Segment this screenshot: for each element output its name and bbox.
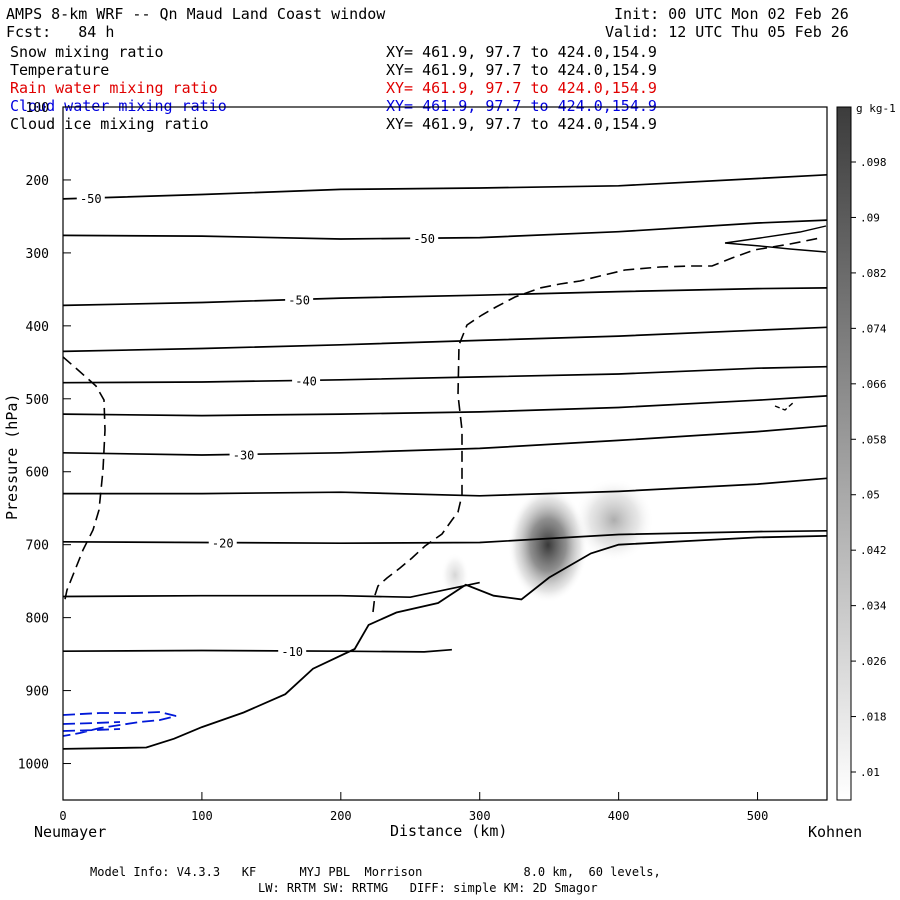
isotherm-line — [63, 395, 827, 417]
colorbar-unit: g kg-1 — [856, 102, 896, 115]
x-tick-label: 100 — [191, 809, 213, 823]
colorbar-tick-label: .082 — [860, 267, 887, 280]
isotherm-line — [63, 648, 452, 653]
colorbar-tick-label: .05 — [860, 489, 880, 502]
isotherm-label-bg — [278, 642, 307, 657]
isotherm-label: -40 — [295, 374, 317, 388]
snow-shading-east — [574, 478, 654, 562]
isotherm-label-bg — [208, 534, 237, 549]
colorbar-tick-label: .01 — [860, 766, 880, 779]
y-tick-label: 400 — [26, 320, 49, 335]
cloud-ice-contour-west — [63, 356, 106, 605]
colorbar-tick-label: .074 — [860, 322, 887, 335]
isotherm-label: -10 — [281, 645, 303, 659]
valid-time: Valid: 12 UTC Thu 05 Feb 26 — [605, 23, 849, 41]
colorbar-tick-label: .066 — [860, 378, 887, 391]
xy-rain: XY= 461.9, 97.7 to 424.0,154.9 — [386, 79, 657, 97]
y-axis-label: Pressure (hPa) — [3, 393, 21, 520]
isotherm-line — [63, 477, 827, 497]
x-tick-label: 0 — [59, 809, 66, 823]
y-tick-label: 700 — [26, 539, 49, 554]
forecast-hour: Fcst: 84 h — [6, 23, 115, 41]
colorbar — [836, 106, 852, 801]
init-time: Init: 00 UTC Mon 02 Feb 26 — [614, 5, 849, 23]
colorbar-tick-label: .09 — [860, 211, 880, 224]
cloud-ice-small — [724, 225, 827, 253]
y-tick-label: 200 — [26, 174, 49, 189]
isotherm-label-bg — [292, 372, 321, 387]
field-cloud-water: Cloud water mixing ratio — [10, 97, 227, 115]
colorbar-tick-label: .026 — [860, 655, 887, 668]
model-physics: LW: RRTM SW: RRTMG DIFF: simple KM: 2D S… — [258, 881, 598, 895]
isotherm-label: -20 — [212, 537, 234, 551]
isotherm-line — [63, 173, 827, 200]
field-rain: Rain water mixing ratio — [10, 79, 218, 97]
isotherm-label-bg — [285, 291, 314, 306]
xy-temperature: XY= 461.9, 97.7 to 424.0,154.9 — [386, 61, 657, 79]
x-tick-label: 200 — [330, 809, 352, 823]
field-cloud-ice: Cloud ice mixing ratio — [10, 115, 209, 133]
colorbar-tick-label: .058 — [860, 433, 887, 446]
model-info: Model Info: V4.3.3 KF MYJ PBL Morrison 8… — [90, 865, 661, 879]
isotherm-label-bg — [410, 230, 439, 245]
x-tick-label: 300 — [469, 809, 491, 823]
xy-cloud-ice: XY= 461.9, 97.7 to 424.0,154.9 — [386, 115, 657, 133]
isotherm-label: -30 — [233, 448, 255, 462]
isotherm-label: -50 — [288, 293, 310, 307]
isotherm-line — [63, 326, 827, 353]
cloud-ice-contour-main — [372, 237, 821, 613]
xy-cloud-water: XY= 461.9, 97.7 to 424.0,154.9 — [386, 97, 657, 115]
colorbar-tick-label: .042 — [860, 544, 887, 557]
isotherm-label: -50 — [413, 232, 435, 246]
isotherm-label: -50 — [80, 192, 102, 206]
x-tick-label: 400 — [608, 809, 630, 823]
field-temperature: Temperature — [10, 61, 110, 79]
isotherm-line — [63, 365, 827, 384]
y-tick-label: 500 — [26, 393, 49, 408]
snow-shading-core — [508, 487, 588, 603]
y-tick-label: 1000 — [18, 758, 49, 773]
colorbar-tick-label: .098 — [860, 156, 887, 169]
cloud-ice-dot — [774, 401, 795, 411]
isotherm-label-bg — [229, 446, 258, 461]
x-axis-label: Distance (km) — [390, 822, 508, 840]
chart-title: AMPS 8-km WRF -- Qn Maud Land Coast wind… — [6, 5, 386, 23]
isotherm-line — [63, 424, 827, 456]
isotherm-label-bg — [76, 190, 105, 205]
x-tick-label: 500 — [747, 809, 769, 823]
isotherm-line — [63, 529, 827, 545]
isotherm-line — [63, 581, 480, 599]
field-snow: Snow mixing ratio — [10, 43, 164, 61]
y-tick-label: 100 — [26, 101, 49, 116]
colorbar-tick-label: .018 — [860, 711, 887, 724]
terrain-surface — [63, 535, 827, 750]
y-tick-label: 600 — [26, 466, 49, 481]
plot-frame — [62, 106, 828, 801]
isotherm-line — [63, 219, 827, 240]
y-tick-label: 300 — [26, 247, 49, 262]
y-tick-label: 800 — [26, 612, 49, 627]
colorbar-tick-label: .034 — [860, 600, 887, 613]
left-endpoint: Neumayer — [34, 823, 107, 841]
isotherm-line — [63, 287, 827, 307]
cloud-water-contour — [63, 711, 177, 737]
right-endpoint: Kohnen — [808, 823, 863, 841]
xy-snow: XY= 461.9, 97.7 to 424.0,154.9 — [386, 43, 657, 61]
y-tick-label: 900 — [26, 685, 49, 700]
